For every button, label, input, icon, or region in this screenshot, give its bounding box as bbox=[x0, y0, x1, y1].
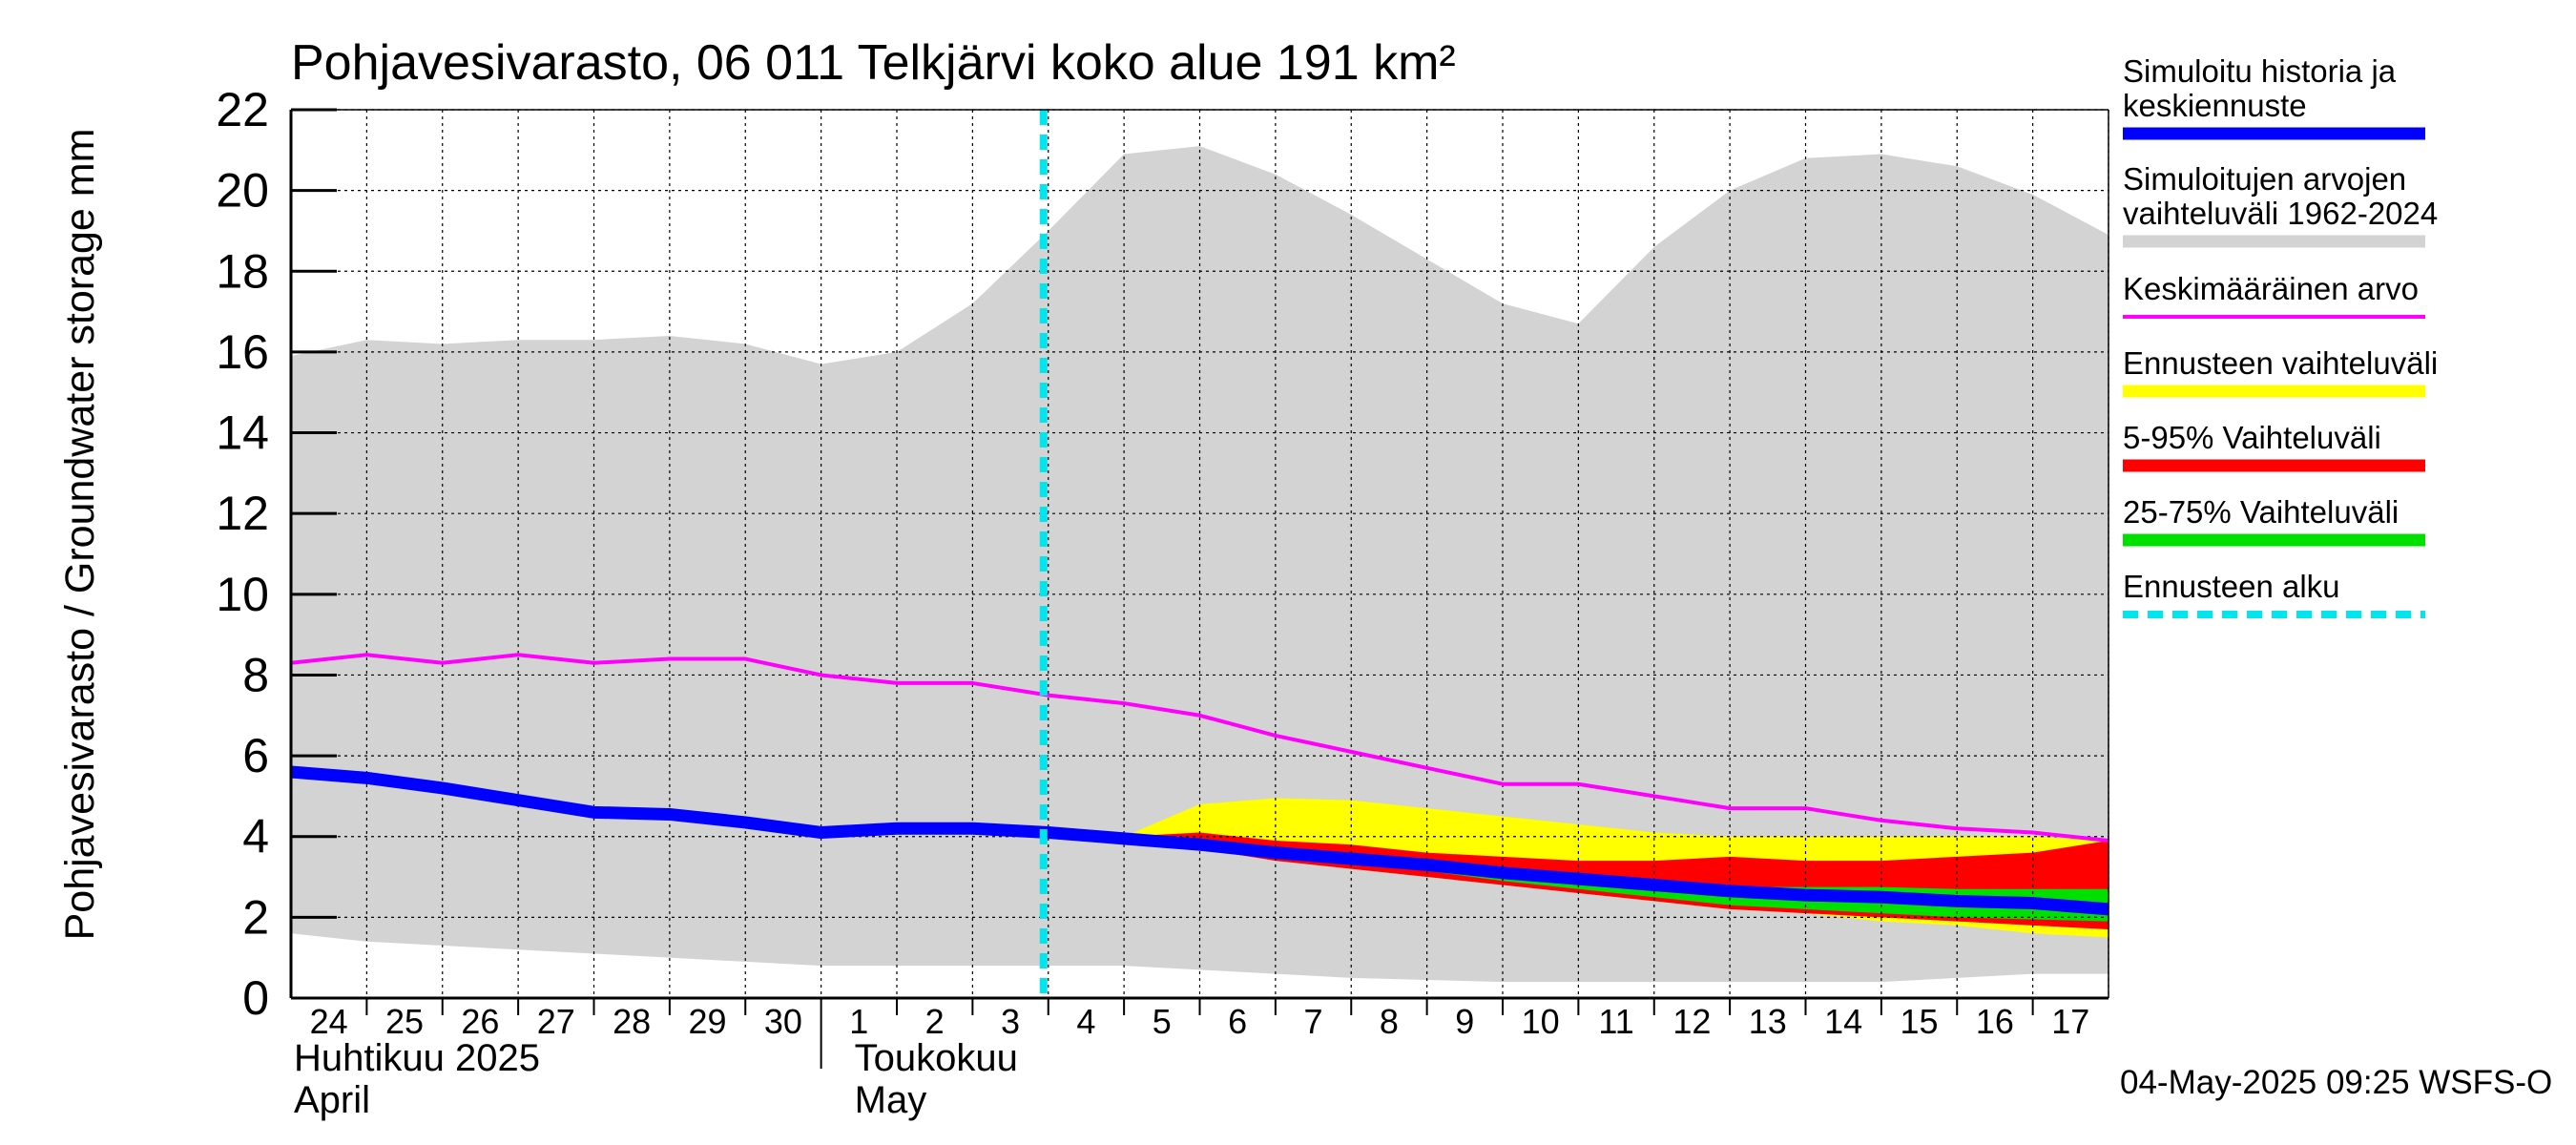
y-axis-label: Pohjavesivarasto / Groundwater storage m… bbox=[57, 129, 103, 941]
x-tick-label: 17 bbox=[2051, 1002, 2089, 1041]
legend-label: Ennusteen vaihteluväli bbox=[2123, 345, 2438, 381]
legend-label: Ennusteen alku bbox=[2123, 569, 2340, 604]
x-tick-label: 8 bbox=[1380, 1002, 1399, 1041]
y-tick-label: 18 bbox=[216, 244, 269, 298]
legend-label: 5-95% Vaihteluväli bbox=[2123, 420, 2381, 455]
x-tick-label: 1 bbox=[849, 1002, 868, 1041]
legend-label: Keskimääräinen arvo bbox=[2123, 271, 2419, 306]
series-simuloitu-historia-ja-keskiennuste bbox=[290, 765, 2109, 916]
x-tick-label: 29 bbox=[689, 1002, 727, 1041]
x-tick-label: 2 bbox=[925, 1002, 945, 1041]
y-tick-label: 4 bbox=[242, 810, 269, 864]
chart-grid bbox=[291, 109, 2109, 998]
x-tick-label: 12 bbox=[1672, 1002, 1711, 1041]
legend-label: vaihteluväli 1962-2024 bbox=[2123, 196, 2438, 231]
footer-timestamp: 04-May-2025 09:25 WSFS-O bbox=[2120, 1064, 2552, 1101]
x-tick-label: 3 bbox=[1001, 1002, 1020, 1041]
chart-lines bbox=[290, 110, 2109, 998]
month-label-fi: Huhtikuu 2025 bbox=[294, 1037, 540, 1079]
month-label-en: April bbox=[294, 1079, 370, 1121]
x-tick-label: 26 bbox=[461, 1002, 499, 1041]
y-tick-label: 12 bbox=[216, 487, 269, 540]
x-tick-label: 11 bbox=[1598, 1002, 1633, 1041]
month-label-fi: Toukokuu bbox=[855, 1037, 1018, 1079]
y-tick-label: 10 bbox=[216, 568, 269, 621]
chart-title: Pohjavesivarasto, 06 011 Telkjärvi koko … bbox=[291, 35, 1456, 91]
legend-label: Simuloitu historia ja bbox=[2123, 53, 2397, 89]
x-tick-label: 28 bbox=[613, 1002, 651, 1041]
x-tick-label: 14 bbox=[1824, 1002, 1862, 1041]
x-tick-label: 5 bbox=[1153, 1002, 1172, 1041]
y-tick-label: 2 bbox=[242, 890, 269, 944]
x-tick-label: 13 bbox=[1749, 1002, 1787, 1041]
legend-label: Simuloitujen arvojen bbox=[2123, 161, 2406, 197]
x-tick-label: 15 bbox=[1901, 1002, 1939, 1041]
x-tick-label: 16 bbox=[1976, 1002, 2014, 1041]
x-tick-label: 9 bbox=[1455, 1002, 1474, 1041]
x-tick-label: 27 bbox=[537, 1002, 575, 1041]
x-tick-label: 25 bbox=[385, 1002, 424, 1041]
legend-label: 25-75% Vaihteluväli bbox=[2123, 494, 2399, 530]
chart-axes bbox=[289, 108, 2109, 1069]
x-tick-label: 4 bbox=[1076, 1002, 1095, 1041]
month-label-en: May bbox=[855, 1079, 927, 1121]
y-tick-label: 8 bbox=[242, 648, 269, 701]
x-tick-label: 7 bbox=[1304, 1002, 1323, 1041]
y-tick-label: 6 bbox=[242, 729, 269, 782]
y-tick-label: 0 bbox=[242, 971, 269, 1025]
x-tick-label: 10 bbox=[1522, 1002, 1560, 1041]
y-tick-label: 22 bbox=[216, 83, 269, 136]
x-tick-label: 6 bbox=[1228, 1002, 1247, 1041]
y-tick-label: 20 bbox=[216, 164, 269, 218]
x-tick-label: 30 bbox=[764, 1002, 802, 1041]
series-keskim-r-inen-arvo bbox=[290, 653, 2109, 843]
x-tick-label: 24 bbox=[310, 1002, 348, 1041]
legend-label: keskiennuste bbox=[2123, 88, 2307, 123]
y-tick-label: 14 bbox=[216, 406, 269, 460]
y-tick-label: 16 bbox=[216, 325, 269, 379]
